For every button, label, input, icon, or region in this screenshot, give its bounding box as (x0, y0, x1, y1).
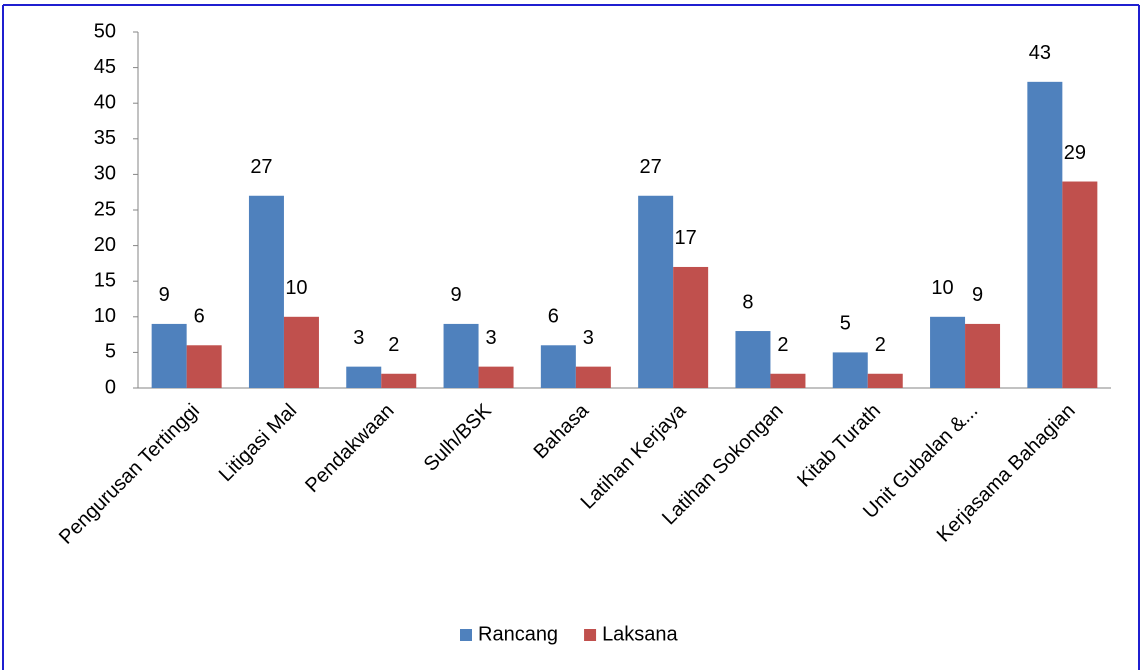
y-tick-label: 15 (94, 269, 116, 291)
value-label: 2 (777, 334, 788, 356)
value-label: 27 (250, 156, 272, 178)
bar (186, 345, 222, 388)
legend-label: Rancang (478, 623, 558, 645)
bar (673, 266, 709, 388)
y-tick-label: 10 (94, 305, 116, 327)
bar (346, 366, 382, 388)
value-label: 2 (388, 334, 399, 356)
value-label: 10 (931, 277, 953, 299)
bar (478, 366, 514, 388)
bar (930, 316, 966, 388)
value-label: 17 (675, 227, 697, 249)
bar (1062, 181, 1098, 388)
y-tick-label: 45 (94, 56, 116, 78)
value-label: 3 (583, 327, 594, 349)
y-tick-label: 20 (94, 234, 116, 256)
x-tick-label: Pengurusan Tertinggi (55, 400, 204, 549)
bar (965, 323, 1001, 388)
y-tick-label: 5 (105, 341, 116, 363)
bar (735, 331, 771, 388)
x-tick-label: Bahasa (530, 399, 594, 463)
bar (770, 373, 806, 388)
bar (867, 373, 903, 388)
value-label: 8 (742, 291, 753, 313)
x-tick-label: Latihan Kerjaya (577, 399, 691, 513)
value-label: 2 (875, 334, 886, 356)
value-label: 6 (548, 306, 559, 328)
value-label: 9 (972, 284, 983, 306)
value-label: 3 (485, 327, 496, 349)
y-tick-label: 25 (94, 198, 116, 220)
y-tick-label: 30 (94, 163, 116, 185)
y-tick-label: 0 (105, 376, 116, 398)
x-tick-label: Kitab Turath (793, 400, 885, 492)
x-tick-label: Pendakwaan (301, 400, 398, 497)
legend-swatch (460, 629, 472, 641)
x-tick-label: Litigasi Mal (215, 400, 301, 486)
y-tick-label: 40 (94, 91, 116, 113)
bar (638, 195, 674, 388)
bar (381, 373, 417, 388)
bar (575, 366, 611, 388)
bar (151, 323, 187, 388)
bar (283, 316, 319, 388)
x-tick-label: Sulh/BSK (420, 399, 497, 476)
bar (248, 195, 284, 388)
value-label: 6 (194, 306, 205, 328)
y-tick-label: 35 (94, 127, 116, 149)
value-label: 9 (450, 284, 461, 306)
y-tick-label: 50 (94, 20, 116, 42)
value-label: 43 (1029, 42, 1051, 64)
value-label: 3 (353, 327, 364, 349)
legend-swatch (584, 629, 597, 641)
legend-label: Laksana (602, 623, 678, 645)
bar (540, 345, 576, 388)
bar (832, 352, 868, 388)
bar (1027, 81, 1063, 388)
value-label: 29 (1064, 142, 1086, 164)
value-label: 10 (285, 277, 307, 299)
bar (443, 323, 479, 388)
value-label: 27 (640, 156, 662, 178)
value-label: 5 (840, 313, 851, 335)
value-label: 9 (159, 284, 170, 306)
